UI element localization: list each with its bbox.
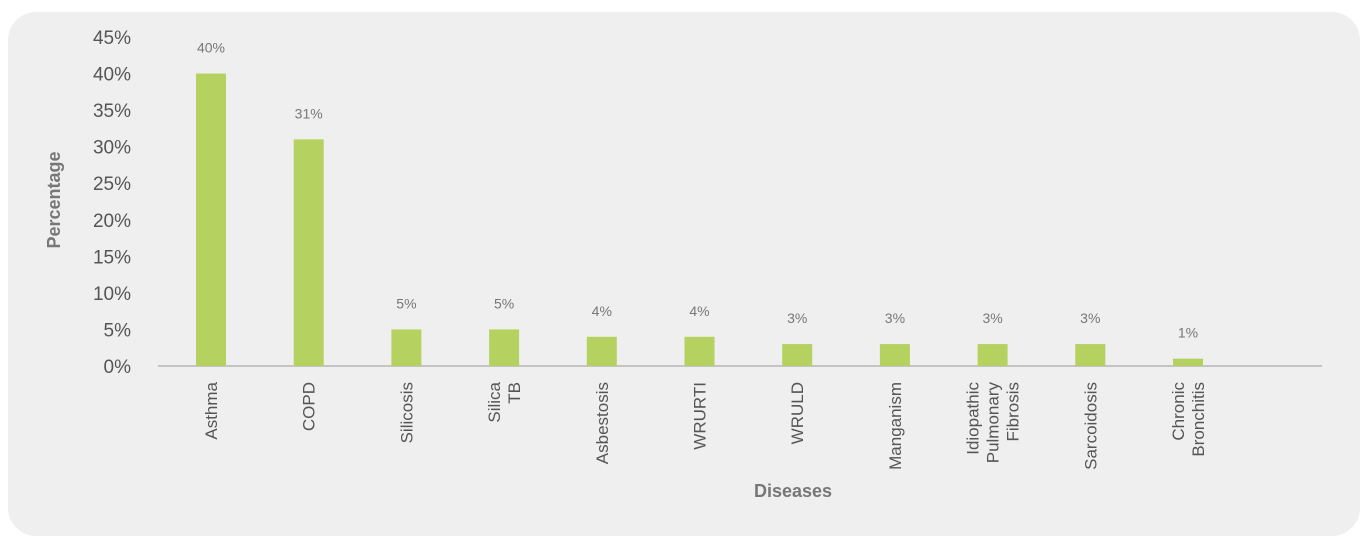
y-tick-label: 45% [93,28,131,49]
y-tick-label: 40% [93,65,131,86]
bar [391,329,422,366]
category-label: WRULD [788,382,807,444]
data-label: 5% [494,295,514,311]
category-labels: Asthma COPD Silicosis SilicaTB Asbestosis WRU… [202,381,1208,469]
data-label: 3% [982,310,1002,326]
bar [586,336,617,366]
y-axis-title: Percentage [44,151,64,248]
category-label: ChronicBronchitis [1169,382,1208,457]
category-label-line: Pulmonary [984,382,1003,464]
y-tick-label: 15% [93,247,131,268]
category-label-line: WRULD [788,382,807,444]
bar [977,344,1008,366]
bar [879,344,910,366]
y-tick-label: 20% [93,211,131,232]
category-label-line: Chronic [1169,382,1188,441]
category-label-line: WRURTI [691,382,710,450]
data-labels: 40% 31% 5% 5% 4% 4% 3% 3% 3% 3% 1% [197,40,1198,341]
category-label-line: TB [505,382,524,404]
bar [1173,358,1203,366]
category-label: Manganism [886,382,905,470]
y-tick-label: 10% [93,284,131,305]
category-label-line: COPD [300,382,319,431]
y-tick-label: 35% [93,101,131,122]
bar [684,336,715,366]
bars [196,73,1203,367]
category-label-line: Bronchitis [1189,382,1208,457]
category-label-line: Asthma [202,381,221,439]
y-tick-label: 5% [104,320,132,341]
data-label: 40% [197,40,225,56]
y-axis: 0% 5% 10% 15% 20% 25% 30% 35% 40% 45% [93,28,131,378]
bar [782,344,813,366]
category-label-line: Idiopathic [964,382,983,455]
category-label-line: Manganism [886,382,905,470]
data-label: 5% [396,295,416,311]
category-label-line: Fibrosis [1004,382,1023,442]
category-label: IdiopathicPulmonaryFibrosis [964,382,1023,464]
data-label: 3% [787,310,807,326]
category-label-line: Silica [485,381,504,422]
data-label: 31% [295,105,323,121]
category-label: SilicaTB [485,381,524,422]
data-label: 4% [689,303,709,319]
category-label: Sarcoidosis [1081,382,1100,470]
y-tick-label: 30% [93,138,131,159]
y-tick-label: 25% [93,174,131,195]
y-tick-label: 0% [104,357,132,378]
data-label: 3% [1080,310,1100,326]
x-axis-title: Diseases [754,481,832,501]
bar [1075,344,1106,366]
category-label: Asbestosis [593,382,612,464]
category-label: Silicosis [397,382,416,443]
data-label: 1% [1178,325,1198,341]
data-label: 4% [592,303,612,319]
chart-panel [8,12,1360,536]
bar [293,139,324,366]
bar [489,329,520,366]
category-label: Asthma [202,381,221,439]
bar [196,73,226,367]
category-label-line: Sarcoidosis [1081,382,1100,470]
data-label: 3% [885,310,905,326]
category-label-line: Asbestosis [593,382,612,464]
category-label: WRURTI [691,382,710,450]
category-label-line: Silicosis [397,382,416,443]
category-label: COPD [300,382,319,431]
